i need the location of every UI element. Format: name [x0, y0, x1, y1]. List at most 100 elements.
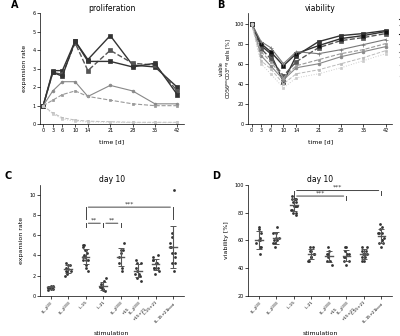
- Point: [359, 245, 366, 250]
- Point: [257, 245, 264, 250]
- Point: [84, 251, 90, 256]
- Point: [97, 284, 103, 289]
- Point: [67, 263, 73, 268]
- Point: [273, 231, 280, 236]
- Point: [375, 231, 382, 236]
- Point: [289, 207, 295, 213]
- Point: [308, 254, 314, 260]
- Text: A: A: [11, 0, 19, 10]
- Point: [362, 249, 369, 254]
- Point: [63, 268, 70, 273]
- Point: [257, 238, 264, 243]
- Point: [326, 249, 332, 254]
- Point: [305, 258, 312, 264]
- Point: [132, 271, 138, 276]
- Point: [377, 226, 384, 232]
- Point: [288, 207, 294, 213]
- Point: [308, 254, 314, 260]
- Point: [65, 266, 71, 271]
- Point: [102, 288, 108, 293]
- Text: ***: ***: [316, 191, 325, 195]
- Point: [272, 245, 278, 250]
- Point: [257, 235, 263, 240]
- Text: C: C: [4, 171, 11, 181]
- Point: [361, 258, 367, 264]
- Point: [49, 284, 55, 289]
- Point: [376, 241, 382, 246]
- Point: [82, 258, 89, 263]
- Point: [363, 245, 370, 250]
- Point: [63, 261, 69, 266]
- Point: [310, 251, 317, 257]
- Point: [134, 261, 141, 266]
- Point: [293, 210, 300, 215]
- Point: [154, 253, 161, 258]
- Point: [327, 258, 334, 264]
- Point: [270, 231, 276, 236]
- Point: [98, 285, 105, 290]
- Point: [375, 231, 382, 236]
- Point: [258, 231, 264, 236]
- Title: day 10: day 10: [307, 175, 333, 184]
- Point: [100, 287, 106, 292]
- X-axis label: time [d]: time [d]: [308, 139, 333, 144]
- Point: [344, 251, 350, 257]
- Point: [291, 203, 297, 208]
- Point: [343, 245, 350, 250]
- Point: [80, 258, 86, 263]
- Point: [83, 265, 89, 270]
- Point: [80, 243, 87, 248]
- Point: [63, 265, 69, 270]
- Point: [168, 245, 174, 250]
- Point: [256, 245, 263, 250]
- Text: **: **: [109, 218, 115, 223]
- Point: [81, 253, 88, 258]
- Point: [272, 241, 278, 246]
- Point: [116, 255, 123, 260]
- X-axis label: stimulation: stimulation: [302, 331, 338, 336]
- Point: [134, 275, 140, 280]
- Point: [48, 283, 54, 288]
- Point: [293, 213, 299, 218]
- Point: [342, 249, 348, 254]
- Point: [82, 255, 88, 260]
- Point: [138, 261, 144, 266]
- Point: [100, 286, 106, 291]
- Point: [46, 285, 53, 290]
- Point: [101, 278, 108, 283]
- Point: [378, 245, 384, 250]
- Point: [276, 235, 282, 240]
- Text: D: D: [212, 171, 220, 181]
- Point: [152, 271, 158, 276]
- Point: [362, 254, 368, 260]
- Point: [133, 258, 140, 263]
- Point: [256, 224, 262, 229]
- Point: [308, 249, 315, 254]
- Point: [343, 262, 350, 268]
- Point: [167, 245, 174, 250]
- Point: [323, 251, 330, 257]
- Point: [169, 251, 175, 256]
- Text: B: B: [217, 0, 224, 10]
- Point: [307, 245, 314, 250]
- Point: [325, 251, 331, 257]
- Point: [346, 258, 353, 264]
- Point: [325, 245, 331, 250]
- Point: [134, 268, 140, 273]
- Point: [380, 241, 386, 246]
- Text: **: **: [91, 218, 98, 223]
- Point: [293, 196, 299, 202]
- Point: [97, 283, 104, 288]
- Point: [288, 194, 295, 199]
- Text: ***: ***: [125, 202, 134, 207]
- Point: [273, 238, 280, 243]
- Point: [169, 230, 176, 236]
- Point: [325, 254, 331, 260]
- Point: [379, 238, 385, 243]
- Point: [48, 286, 54, 291]
- Point: [80, 245, 87, 250]
- Point: [137, 273, 143, 278]
- X-axis label: time [d]: time [d]: [99, 139, 124, 144]
- Point: [379, 231, 386, 236]
- Point: [116, 261, 122, 266]
